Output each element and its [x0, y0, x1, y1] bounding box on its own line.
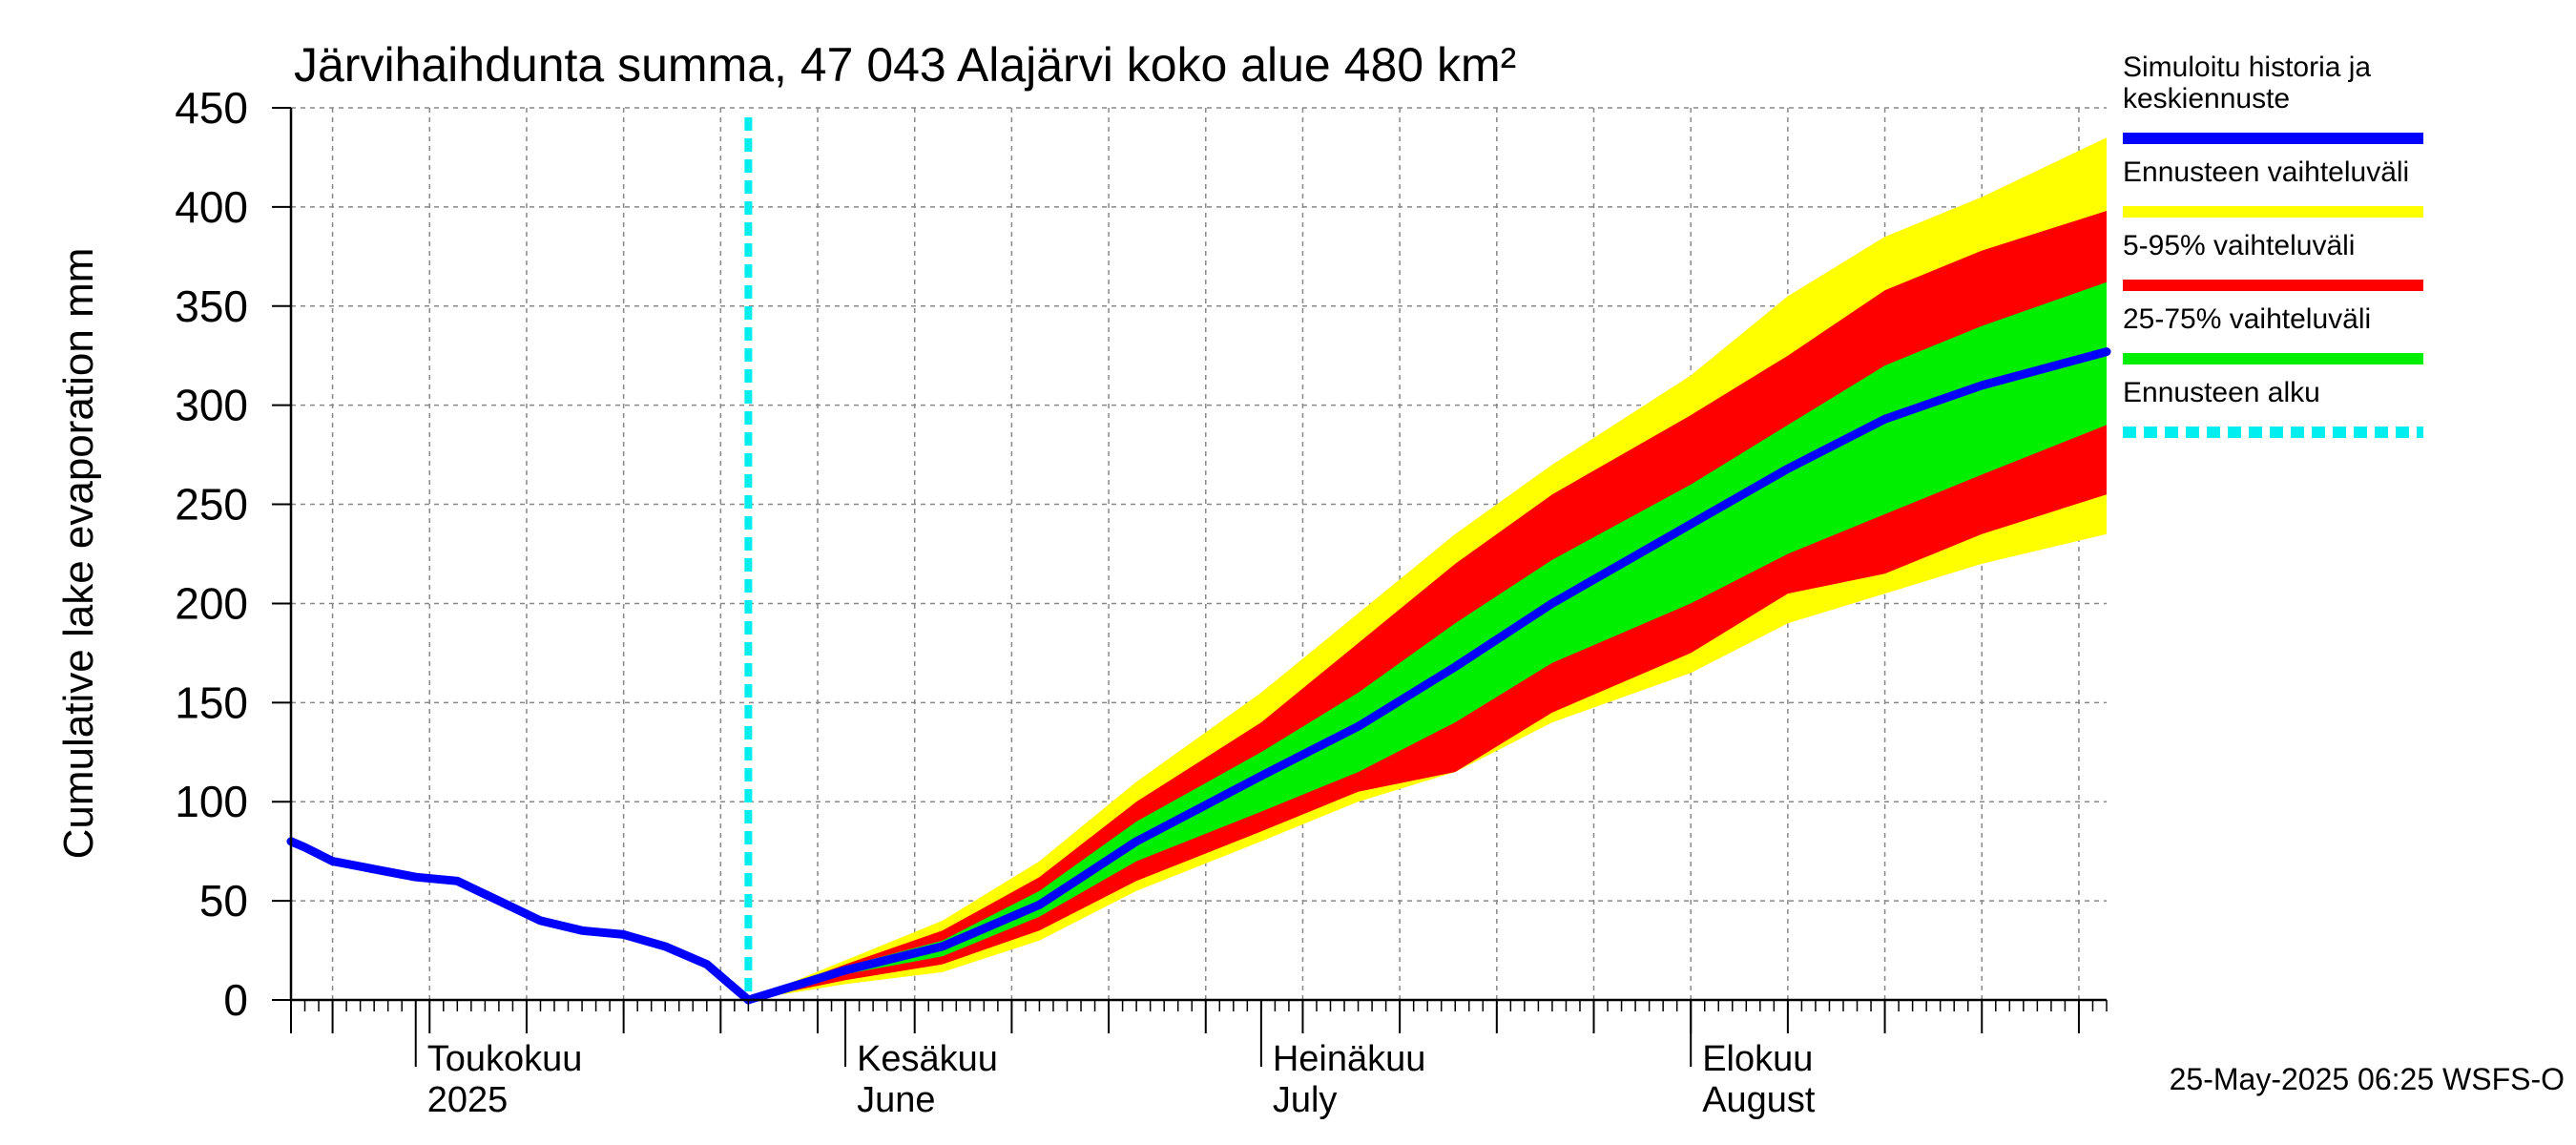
y-tick-label: 350	[175, 281, 248, 331]
legend-label: keskiennuste	[2123, 83, 2290, 114]
x-month-sublabel: July	[1273, 1080, 1338, 1120]
y-tick-label: 450	[175, 83, 248, 133]
y-tick-label: 300	[175, 381, 248, 430]
legend-label: Ennusteen alku	[2123, 377, 2320, 408]
legend-label: Simuloitu historia ja	[2123, 52, 2371, 83]
legend-label: 25-75% vaihteluväli	[2123, 303, 2371, 335]
x-month-label: Heinäkuu	[1273, 1039, 1426, 1079]
y-tick-label: 150	[175, 677, 248, 727]
y-axis-label: Cumulative lake evaporation mm	[55, 248, 102, 860]
x-month-sublabel: June	[857, 1080, 935, 1120]
y-tick-label: 400	[175, 182, 248, 232]
x-month-sublabel: 2025	[427, 1080, 509, 1120]
x-month-label: Elokuu	[1702, 1039, 1813, 1079]
legend-label: 5-95% vaihteluväli	[2123, 230, 2355, 261]
y-tick-label: 100	[175, 777, 248, 826]
footer-timestamp: 25-May-2025 06:25 WSFS-O	[2170, 1062, 2565, 1096]
lines	[286, 117, 2111, 1005]
bands	[748, 137, 2107, 1000]
x-month-label: Toukokuu	[427, 1039, 583, 1079]
y-tick-label: 200	[175, 578, 248, 628]
y-tick-label: 250	[175, 480, 248, 530]
series-median-forecast	[743, 347, 2111, 1005]
series-history	[286, 837, 753, 1005]
band-full-range	[748, 137, 2107, 1000]
legend-label: Ennusteen vaihteluväli	[2123, 156, 2409, 188]
x-month-label: Kesäkuu	[857, 1039, 998, 1079]
band-25-75	[748, 281, 2107, 1000]
x-month-sublabel: August	[1702, 1080, 1816, 1120]
y-tick-label: 50	[199, 876, 248, 926]
chart-title: Järvihaihdunta summa, 47 043 Alajärvi ko…	[294, 38, 1516, 92]
band-5-95	[748, 211, 2107, 1000]
y-tick-label: 0	[223, 975, 248, 1025]
